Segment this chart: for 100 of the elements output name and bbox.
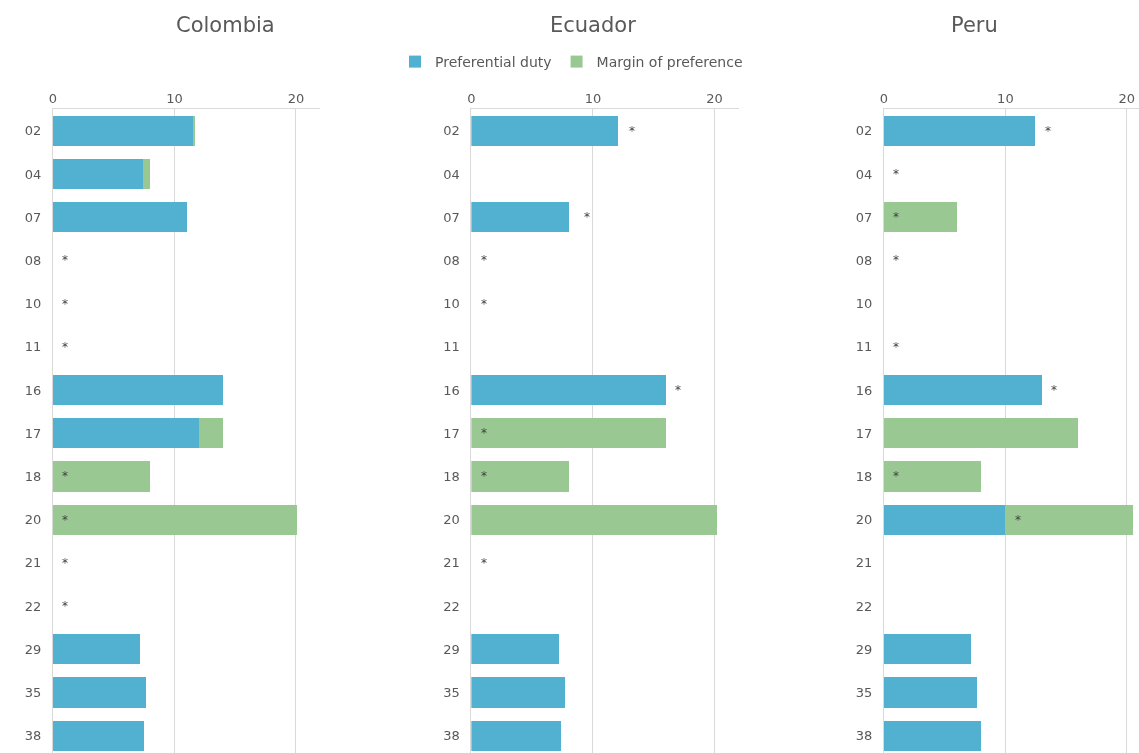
y-tick-label: 11 xyxy=(24,339,42,355)
bar xyxy=(471,202,569,233)
y-tick-label: 07 xyxy=(24,209,42,225)
bar xyxy=(1005,504,1133,535)
x-tick-label: 0 xyxy=(467,90,476,106)
y-tick-label: 10 xyxy=(443,296,460,312)
y-tick-label: 04 xyxy=(443,166,460,182)
bar xyxy=(52,158,143,190)
y-tick-label: 38 xyxy=(443,728,460,744)
annotation: * xyxy=(893,253,899,267)
y-tick-label: 38 xyxy=(24,728,42,744)
bar xyxy=(883,115,1035,146)
y-tick-label: 08 xyxy=(855,252,873,268)
bar xyxy=(471,374,666,406)
annotation: * xyxy=(893,210,899,224)
y-tick-label: 29 xyxy=(855,641,873,657)
y-tick-label: 20 xyxy=(24,512,42,528)
x-tick-label: 0 xyxy=(48,90,57,106)
annotation: * xyxy=(675,383,681,397)
bar xyxy=(471,720,562,751)
bar xyxy=(883,418,1079,449)
bar xyxy=(52,202,187,233)
y-tick-label: 35 xyxy=(443,685,460,701)
y-tick-label: 22 xyxy=(443,598,460,614)
annotation: * xyxy=(481,556,487,570)
bar xyxy=(52,418,199,449)
bar xyxy=(52,634,141,665)
annotation: * xyxy=(62,253,68,267)
annotation: * xyxy=(62,297,68,311)
y-tick-label: 29 xyxy=(443,641,460,657)
x-tick-label: 0 xyxy=(879,90,889,106)
chart-title: Ecuador xyxy=(550,13,637,37)
y-tick-label: 35 xyxy=(855,685,873,701)
bar xyxy=(52,461,151,492)
annotation: * xyxy=(1015,513,1021,527)
y-tick-label: 18 xyxy=(855,469,873,485)
y-tick-label: 22 xyxy=(24,598,42,614)
bar xyxy=(883,634,972,665)
y-tick-label: 20 xyxy=(855,512,873,528)
bar xyxy=(883,504,1006,535)
y-tick-label: 07 xyxy=(443,209,460,225)
annotation: * xyxy=(629,124,635,138)
chart-title: Peru xyxy=(951,13,998,37)
annotation: * xyxy=(62,556,68,570)
y-tick-label: 21 xyxy=(24,555,42,571)
bar xyxy=(471,504,717,535)
bar xyxy=(471,634,559,665)
y-tick-label: 02 xyxy=(855,123,873,139)
annotation: * xyxy=(893,167,899,181)
y-tick-label: 08 xyxy=(443,252,460,268)
y-tick-label: 16 xyxy=(855,382,873,398)
x-tick-label: 10 xyxy=(997,90,1014,106)
y-tick-label: 04 xyxy=(24,166,42,182)
annotation: * xyxy=(481,426,487,440)
legend-label: Margin of preference xyxy=(596,54,743,71)
bar xyxy=(471,461,569,492)
y-tick-label: 16 xyxy=(24,382,42,398)
bar xyxy=(52,115,193,146)
annotation: * xyxy=(62,469,68,483)
y-tick-label: 35 xyxy=(24,685,42,701)
bar xyxy=(883,461,982,492)
y-tick-label: 02 xyxy=(443,123,460,139)
bar xyxy=(142,158,151,190)
y-tick-label: 08 xyxy=(24,252,42,268)
annotation: * xyxy=(893,469,899,483)
y-tick-label: 11 xyxy=(855,339,873,355)
annotation: * xyxy=(62,513,68,527)
y-tick-label: 10 xyxy=(24,296,42,312)
bar xyxy=(52,504,298,535)
legend-label: Preferential duty xyxy=(435,54,552,71)
bar xyxy=(198,418,224,449)
x-tick-label: 20 xyxy=(1118,90,1136,106)
y-tick-label: 18 xyxy=(443,469,460,485)
annotation: * xyxy=(1045,124,1051,138)
x-tick-label: 20 xyxy=(287,90,305,106)
annotation: * xyxy=(1051,383,1057,397)
annotation: * xyxy=(893,340,899,354)
bar xyxy=(471,115,619,146)
annotation: * xyxy=(62,599,68,613)
y-tick-label: 17 xyxy=(24,425,42,441)
bar xyxy=(471,677,565,708)
y-tick-label: 02 xyxy=(24,123,42,139)
y-tick-label: 21 xyxy=(855,555,873,571)
y-tick-label: 17 xyxy=(855,425,873,441)
y-tick-label: 21 xyxy=(443,555,460,571)
bar xyxy=(52,677,147,708)
bar xyxy=(883,202,957,233)
bar xyxy=(52,374,224,406)
y-tick-label: 16 xyxy=(443,382,460,398)
annotation: * xyxy=(481,253,487,267)
y-tick-label: 18 xyxy=(24,469,42,485)
x-tick-label: 10 xyxy=(584,90,602,106)
bar xyxy=(883,677,978,708)
bar xyxy=(883,374,1042,406)
x-tick-label: 20 xyxy=(706,90,723,106)
bar xyxy=(52,720,145,751)
annotation: * xyxy=(584,210,590,224)
y-tick-label: 04 xyxy=(855,166,873,182)
bar xyxy=(883,720,982,751)
y-tick-label: 11 xyxy=(443,339,460,355)
